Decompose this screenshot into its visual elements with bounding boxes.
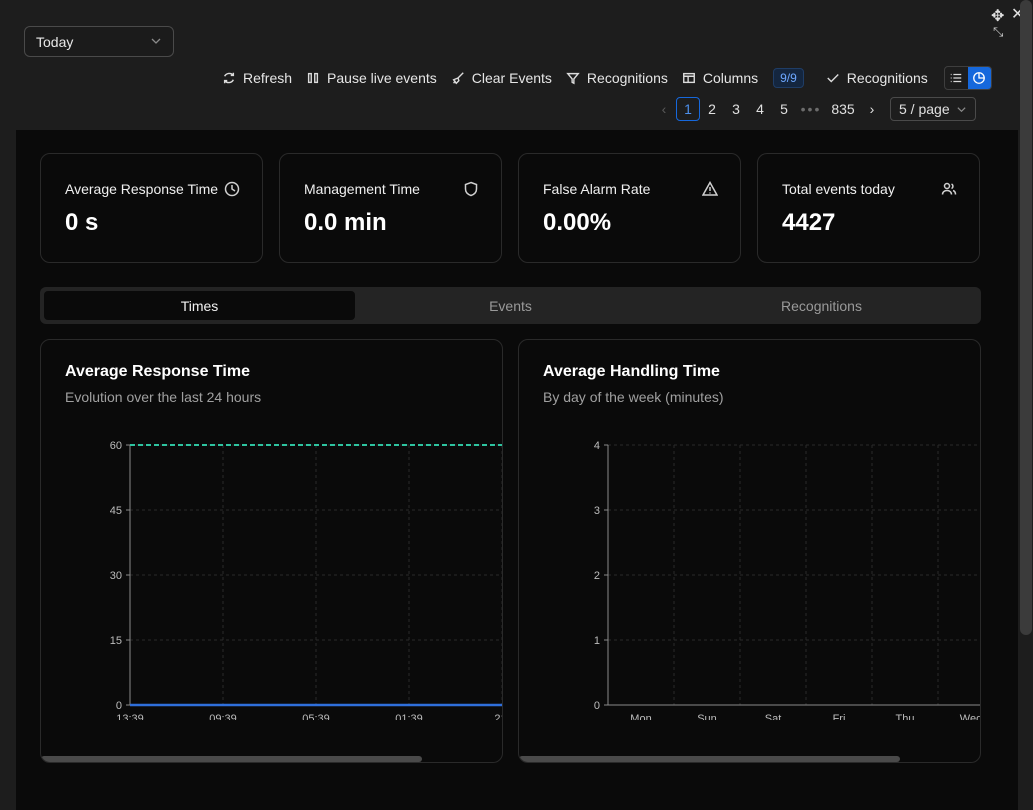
stat-value: 0.00% [543, 209, 612, 236]
view-mode-toggle [943, 66, 992, 90]
list-view-button[interactable] [945, 67, 968, 89]
chart-title: Average Response Time [65, 363, 250, 380]
x-tick-label: Sat [765, 713, 782, 720]
stat-label: Total events today [782, 181, 895, 197]
clear-label: Clear Events [471, 70, 552, 86]
y-tick-label: 2 [594, 570, 600, 582]
recognitions-toggle[interactable]: Recognitions [826, 70, 928, 86]
pie-chart-icon [973, 72, 986, 84]
chart-horizontal-scrollbar[interactable] [41, 756, 422, 762]
x-tick-label: 13:39 [116, 713, 144, 720]
broom-icon [452, 72, 464, 85]
tab-recognitions[interactable]: Recognitions [781, 297, 862, 314]
chevron-down-icon [150, 34, 162, 50]
y-tick-label: 60 [110, 440, 122, 452]
y-tick-label: 0 [594, 700, 600, 712]
stat-value: 4427 [782, 209, 836, 236]
page-2[interactable]: 2 [708, 101, 716, 117]
columns-label: Columns [702, 70, 759, 86]
chart-view-button[interactable] [967, 67, 991, 89]
stat-card-false-alarm: False Alarm Rate 0.00% [518, 153, 741, 263]
shield-icon [463, 181, 479, 197]
x-tick-label: Fri [833, 713, 846, 720]
chart-subtitle: Evolution over the last 24 hours [65, 389, 262, 405]
stat-card-management: Management Time 0.0 min [279, 153, 502, 263]
x-tick-label: 21: [494, 713, 503, 720]
y-tick-label: 1 [594, 635, 600, 647]
columns-button[interactable]: Columns 9/9 [682, 68, 804, 88]
handling-time-chart-card: Average Handling Time By day of the week… [518, 339, 981, 763]
move-icon[interactable]: ✥ [991, 8, 1005, 25]
x-tick-label: Thu [896, 713, 915, 720]
page-size-value: 5 / page [899, 101, 950, 117]
refresh-icon [223, 72, 235, 84]
toolbar: Refresh Pause live events Clear Events R… [222, 66, 992, 90]
date-range-select[interactable]: Today [24, 26, 174, 57]
collapse-icon[interactable]: ⤡ [993, 24, 1004, 39]
pagination: ‹ 1 2 3 4 5 ••• 835 › 5 / page [652, 97, 976, 121]
stat-value: 0 s [65, 209, 99, 236]
recognitions-toggle-label: Recognitions [846, 70, 928, 86]
chart-subtitle: By day of the week (minutes) [543, 389, 724, 405]
response-time-chart: 0 15 30 45 60 13:39 09:39 05:39 01:39 21: [110, 440, 503, 720]
view-tabs: Times Events Recognitions [40, 287, 981, 324]
page-ellipsis[interactable]: ••• [800, 101, 822, 117]
y-tick-label: 3 [594, 505, 600, 517]
y-tick-label: 15 [110, 635, 122, 647]
chevron-down-icon [957, 106, 966, 112]
recognitions-filter-button[interactable]: Recognitions [566, 70, 668, 86]
tab-times[interactable]: Times [44, 291, 355, 320]
list-icon [950, 73, 962, 83]
response-time-chart-card: Average Response Time Evolution over the… [40, 339, 503, 763]
vertical-scrollbar[interactable] [1020, 0, 1032, 635]
tab-events[interactable]: Events [489, 297, 532, 314]
stat-label: Average Response Time [65, 181, 219, 197]
filter-label: Recognitions [586, 70, 668, 86]
stat-card-response: Average Response Time 0 s [40, 153, 263, 263]
warning-icon [701, 180, 719, 197]
y-tick-label: 4 [594, 440, 600, 452]
chart-horizontal-scrollbar[interactable] [519, 756, 900, 762]
pause-icon [307, 72, 319, 84]
x-tick-label: Mon [630, 713, 651, 720]
page-5[interactable]: 5 [780, 101, 788, 117]
stat-label: Management Time [304, 181, 420, 197]
pause-live-events-button[interactable]: Pause live events [306, 70, 437, 86]
filter-icon [566, 72, 580, 85]
columns-count-badge: 9/9 [773, 68, 804, 88]
page-1[interactable]: 1 [676, 97, 700, 121]
prev-page-button[interactable]: ‹ [661, 101, 667, 117]
users-icon [941, 181, 957, 197]
x-tick-label: 09:39 [209, 713, 237, 720]
x-tick-label: 01:39 [395, 713, 423, 720]
y-tick-label: 30 [110, 570, 122, 582]
refresh-button[interactable]: Refresh [222, 70, 292, 86]
x-tick-label: Sun [697, 713, 717, 720]
x-tick-label: Wed [960, 713, 981, 720]
refresh-label: Refresh [243, 70, 293, 86]
stat-label: False Alarm Rate [543, 181, 651, 197]
pause-label: Pause live events [327, 70, 437, 86]
chart-title: Average Handling Time [543, 363, 720, 380]
stat-value: 0.0 min [304, 209, 387, 236]
handling-time-chart: 0 1 2 3 4 Mon Sun Sat Fri Thu Wed [594, 440, 981, 720]
columns-icon [682, 72, 695, 84]
clear-events-button[interactable]: Clear Events [451, 70, 552, 86]
check-icon [827, 74, 839, 83]
page-size-select[interactable]: 5 / page [890, 97, 976, 121]
dashboard-panel: Average Response Time 0 s Management Tim… [16, 130, 1018, 810]
y-tick-label: 45 [110, 505, 122, 517]
next-page-button[interactable]: › [869, 101, 875, 117]
x-tick-label: 05:39 [302, 713, 330, 720]
clock-icon [224, 181, 240, 197]
stat-card-total-events: Total events today 4427 [757, 153, 980, 263]
y-tick-label: 0 [116, 700, 122, 712]
page-last[interactable]: 835 [831, 101, 855, 117]
page-4[interactable]: 4 [756, 101, 764, 117]
date-range-value: Today [36, 33, 74, 50]
page-3[interactable]: 3 [732, 101, 740, 117]
